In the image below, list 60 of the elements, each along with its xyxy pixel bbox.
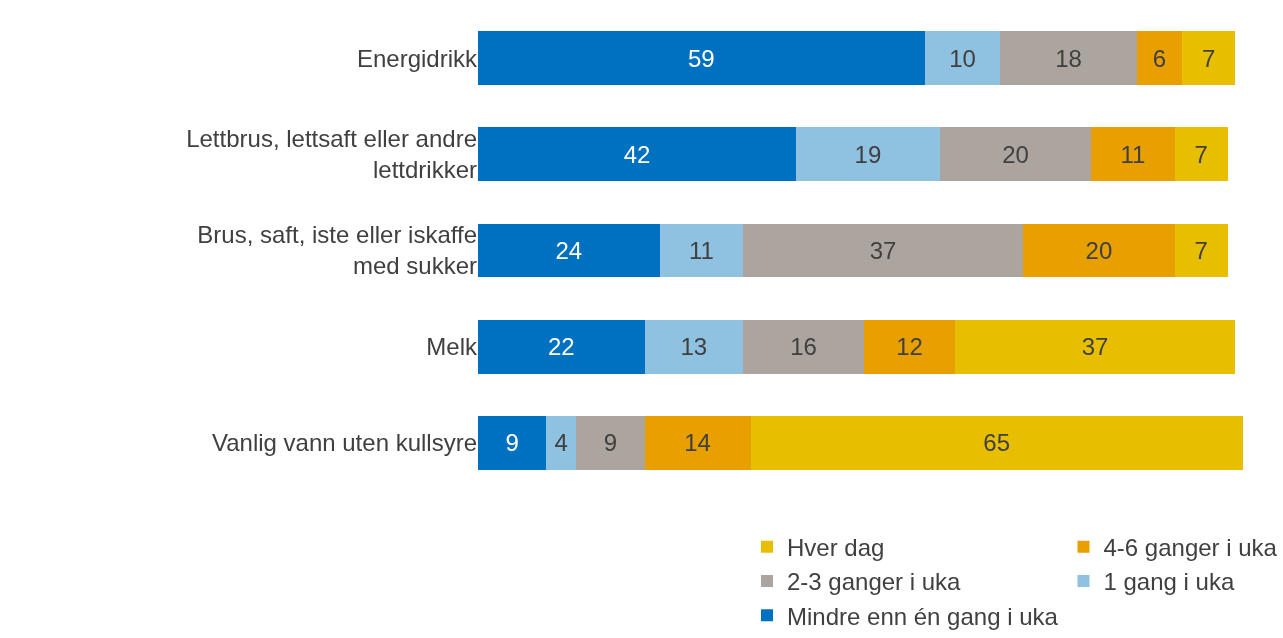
data-label: 19	[854, 140, 882, 168]
bar	[478, 415, 547, 470]
bar	[939, 127, 1092, 182]
bar	[478, 127, 797, 182]
y-tick-label: Brus, saft, iste eller iskaffe med sukker	[197, 221, 477, 280]
bar	[576, 415, 645, 470]
legend-label: 2-3 ganger i uka	[787, 568, 962, 596]
y-tick-label: Vanlig vann uten kullsyre	[211, 429, 477, 457]
bar	[1000, 31, 1137, 86]
bar	[743, 319, 865, 374]
data-label: 14	[684, 429, 711, 457]
bar	[924, 31, 1001, 86]
data-label: 9	[603, 429, 618, 457]
bar	[644, 415, 751, 470]
bar	[1182, 31, 1236, 86]
data-label: 4	[554, 429, 568, 457]
data-label: 7	[1202, 44, 1216, 72]
bar	[1091, 127, 1175, 182]
bar	[1023, 223, 1175, 278]
legend-label: Mindre enn én gang i uka	[787, 602, 1059, 630]
data-label: 9	[505, 429, 519, 457]
bar	[644, 319, 744, 374]
data-label: 18	[1055, 44, 1082, 72]
bar	[478, 319, 645, 374]
bar	[659, 223, 744, 278]
data-label: 11	[1120, 140, 1146, 168]
legend-label: Hver dag	[787, 534, 885, 562]
bar	[1174, 127, 1228, 182]
y-tick-label: Energidrikk	[356, 44, 478, 72]
bar	[478, 31, 925, 86]
data-label: 7	[1194, 237, 1208, 264]
bar	[1136, 31, 1183, 86]
bar	[478, 223, 660, 278]
bar	[955, 319, 1236, 374]
data-label: 13	[680, 333, 708, 361]
data-label: 11	[688, 237, 714, 264]
data-label: 12	[896, 333, 923, 361]
legend-label: 4-6 ganger i uka	[1103, 534, 1278, 562]
data-label: 59	[688, 44, 715, 72]
bar	[750, 415, 1243, 470]
data-label: 6	[1152, 44, 1167, 72]
data-label: 10	[949, 44, 976, 72]
data-label: 24	[555, 237, 583, 264]
bar	[1174, 223, 1228, 278]
data-label: 16	[790, 333, 817, 361]
data-label: 7	[1194, 140, 1208, 168]
data-label: 42	[623, 140, 651, 168]
data-label: 20	[1002, 140, 1029, 168]
data-label: 20	[1085, 237, 1113, 264]
bar	[864, 319, 956, 374]
data-label: 37	[1081, 333, 1109, 361]
y-tick-label: Lettbrus, lettsaft eller andre lettdrikker	[186, 125, 477, 184]
bar	[796, 127, 940, 182]
data-label: 65	[983, 429, 1011, 457]
data-label: 37	[869, 237, 897, 264]
data-label: 22	[547, 333, 575, 361]
bar	[546, 415, 577, 470]
bar	[743, 223, 1024, 278]
legend-label: 1 gang i uka	[1103, 568, 1235, 596]
y-tick-label: Melk	[426, 333, 478, 361]
